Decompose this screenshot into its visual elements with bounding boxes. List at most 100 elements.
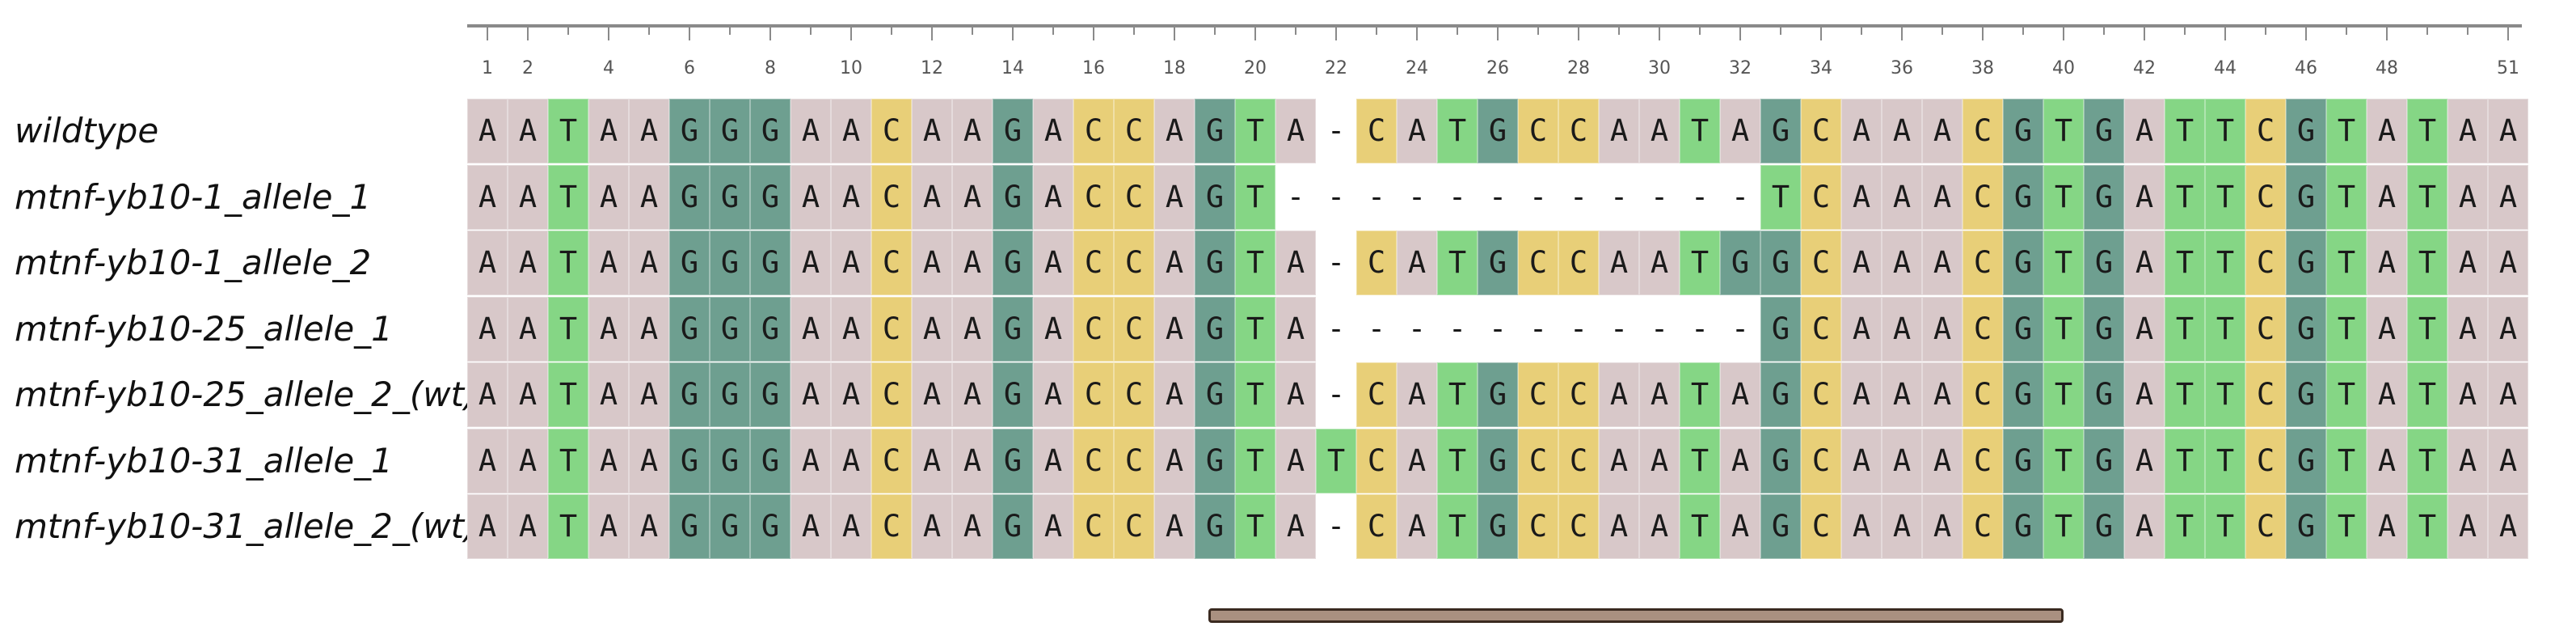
nucleotide-cell[interactable]: A xyxy=(1639,99,1680,163)
nucleotide-cell[interactable]: A xyxy=(2367,494,2407,559)
nucleotide-cell[interactable]: G xyxy=(1478,494,1518,559)
nucleotide-cell[interactable]: C xyxy=(1801,428,1841,493)
nucleotide-cell[interactable]: T xyxy=(1235,428,1275,493)
nucleotide-cell[interactable]: A xyxy=(1922,99,1963,163)
nucleotide-cell[interactable]: C xyxy=(1073,494,1114,559)
nucleotide-cell[interactable]: G xyxy=(2084,296,2124,362)
nucleotide-cell[interactable]: C xyxy=(1073,362,1114,427)
nucleotide-cell[interactable]: G xyxy=(993,494,1033,559)
nucleotide-cell[interactable]: C xyxy=(1518,99,1558,163)
nucleotide-cell[interactable]: A xyxy=(508,296,548,362)
nucleotide-cell[interactable]: A xyxy=(1882,164,1922,230)
gap-cell[interactable]: - xyxy=(1558,164,1599,230)
nucleotide-cell[interactable]: A xyxy=(1720,428,1760,493)
nucleotide-cell[interactable]: T xyxy=(2165,362,2205,427)
nucleotide-cell[interactable]: A xyxy=(952,164,993,230)
nucleotide-cell[interactable]: C xyxy=(2245,296,2286,362)
nucleotide-cell[interactable]: T xyxy=(1235,99,1275,163)
nucleotide-cell[interactable]: T xyxy=(2165,99,2205,163)
nucleotide-cell[interactable]: G xyxy=(710,99,750,163)
nucleotide-cell[interactable]: A xyxy=(952,296,993,362)
nucleotide-cell[interactable]: C xyxy=(1558,99,1599,163)
nucleotide-cell[interactable]: A xyxy=(2124,99,2165,163)
nucleotide-cell[interactable]: G xyxy=(710,164,750,230)
nucleotide-cell[interactable]: A xyxy=(588,428,629,493)
nucleotide-cell[interactable]: A xyxy=(2447,428,2488,493)
nucleotide-cell[interactable]: A xyxy=(952,428,993,493)
nucleotide-cell[interactable]: C xyxy=(871,296,912,362)
nucleotide-cell[interactable]: C xyxy=(1558,362,1599,427)
nucleotide-cell[interactable]: G xyxy=(2084,428,2124,493)
nucleotide-cell[interactable]: T xyxy=(2165,428,2205,493)
nucleotide-cell[interactable]: A xyxy=(1922,296,1963,362)
nucleotide-cell[interactable]: T xyxy=(2043,99,2084,163)
nucleotide-cell[interactable]: A xyxy=(629,164,669,230)
nucleotide-cell[interactable]: C xyxy=(1963,231,2003,295)
nucleotide-cell[interactable]: A xyxy=(467,494,508,559)
gap-cell[interactable]: - xyxy=(1639,296,1680,362)
nucleotide-cell[interactable]: T xyxy=(1316,428,1356,493)
nucleotide-cell[interactable]: T xyxy=(1680,362,1720,427)
nucleotide-cell[interactable]: G xyxy=(2084,231,2124,295)
nucleotide-cell[interactable]: G xyxy=(993,296,1033,362)
nucleotide-cell[interactable]: G xyxy=(2003,428,2043,493)
nucleotide-cell[interactable]: C xyxy=(871,231,912,295)
nucleotide-cell[interactable]: C xyxy=(1114,296,1154,362)
nucleotide-cell[interactable]: G xyxy=(669,428,710,493)
nucleotide-cell[interactable]: T xyxy=(2407,296,2447,362)
gap-cell[interactable]: - xyxy=(1397,164,1437,230)
nucleotide-cell[interactable]: A xyxy=(831,494,871,559)
gap-cell[interactable]: - xyxy=(1275,164,1316,230)
nucleotide-cell[interactable]: G xyxy=(2084,164,2124,230)
nucleotide-cell[interactable]: A xyxy=(2447,296,2488,362)
nucleotide-cell[interactable]: T xyxy=(548,494,588,559)
nucleotide-cell[interactable]: G xyxy=(1478,428,1518,493)
nucleotide-cell[interactable]: G xyxy=(993,231,1033,295)
nucleotide-cell[interactable]: A xyxy=(2488,231,2528,295)
nucleotide-cell[interactable]: A xyxy=(1922,231,1963,295)
nucleotide-cell[interactable]: C xyxy=(1963,494,2003,559)
nucleotide-cell[interactable]: C xyxy=(1963,164,2003,230)
nucleotide-cell[interactable]: G xyxy=(993,428,1033,493)
gap-cell[interactable]: - xyxy=(1680,164,1720,230)
nucleotide-cell[interactable]: A xyxy=(1599,231,1639,295)
nucleotide-cell[interactable]: G xyxy=(1195,362,1235,427)
nucleotide-cell[interactable]: C xyxy=(2245,231,2286,295)
nucleotide-cell[interactable]: C xyxy=(1558,428,1599,493)
nucleotide-cell[interactable]: T xyxy=(1680,494,1720,559)
nucleotide-cell[interactable]: T xyxy=(2165,164,2205,230)
nucleotide-cell[interactable]: G xyxy=(1720,231,1760,295)
nucleotide-cell[interactable]: T xyxy=(2326,362,2367,427)
nucleotide-cell[interactable]: A xyxy=(831,428,871,493)
nucleotide-cell[interactable]: A xyxy=(831,362,871,427)
nucleotide-cell[interactable]: A xyxy=(912,428,952,493)
nucleotide-cell[interactable]: C xyxy=(1518,231,1558,295)
nucleotide-cell[interactable]: C xyxy=(1356,494,1397,559)
nucleotide-cell[interactable]: A xyxy=(629,428,669,493)
nucleotide-cell[interactable]: A xyxy=(831,99,871,163)
nucleotide-cell[interactable]: C xyxy=(1963,99,2003,163)
nucleotide-cell[interactable]: C xyxy=(1073,99,1114,163)
nucleotide-cell[interactable]: A xyxy=(1922,362,1963,427)
nucleotide-cell[interactable]: T xyxy=(2407,231,2447,295)
nucleotide-cell[interactable]: A xyxy=(2367,362,2407,427)
nucleotide-cell[interactable]: G xyxy=(2286,164,2326,230)
nucleotide-cell[interactable]: G xyxy=(1760,428,1801,493)
nucleotide-cell[interactable]: A xyxy=(1720,494,1760,559)
nucleotide-cell[interactable]: A xyxy=(1033,99,1073,163)
nucleotide-cell[interactable]: A xyxy=(629,99,669,163)
gap-cell[interactable]: - xyxy=(1437,296,1478,362)
nucleotide-cell[interactable]: G xyxy=(1760,362,1801,427)
nucleotide-cell[interactable]: A xyxy=(1397,362,1437,427)
nucleotide-cell[interactable]: G xyxy=(993,362,1033,427)
nucleotide-cell[interactable]: A xyxy=(467,231,508,295)
nucleotide-cell[interactable]: A xyxy=(1599,362,1639,427)
nucleotide-cell[interactable]: G xyxy=(2084,362,2124,427)
sequence-name[interactable]: mtnf-yb10-25_allele_2_(wt) xyxy=(15,375,478,414)
nucleotide-cell[interactable]: A xyxy=(2488,362,2528,427)
nucleotide-cell[interactable]: C xyxy=(2245,494,2286,559)
nucleotide-cell[interactable]: C xyxy=(1073,164,1114,230)
nucleotide-cell[interactable]: C xyxy=(1801,296,1841,362)
nucleotide-cell[interactable]: T xyxy=(2043,164,2084,230)
gap-cell[interactable]: - xyxy=(1639,164,1680,230)
